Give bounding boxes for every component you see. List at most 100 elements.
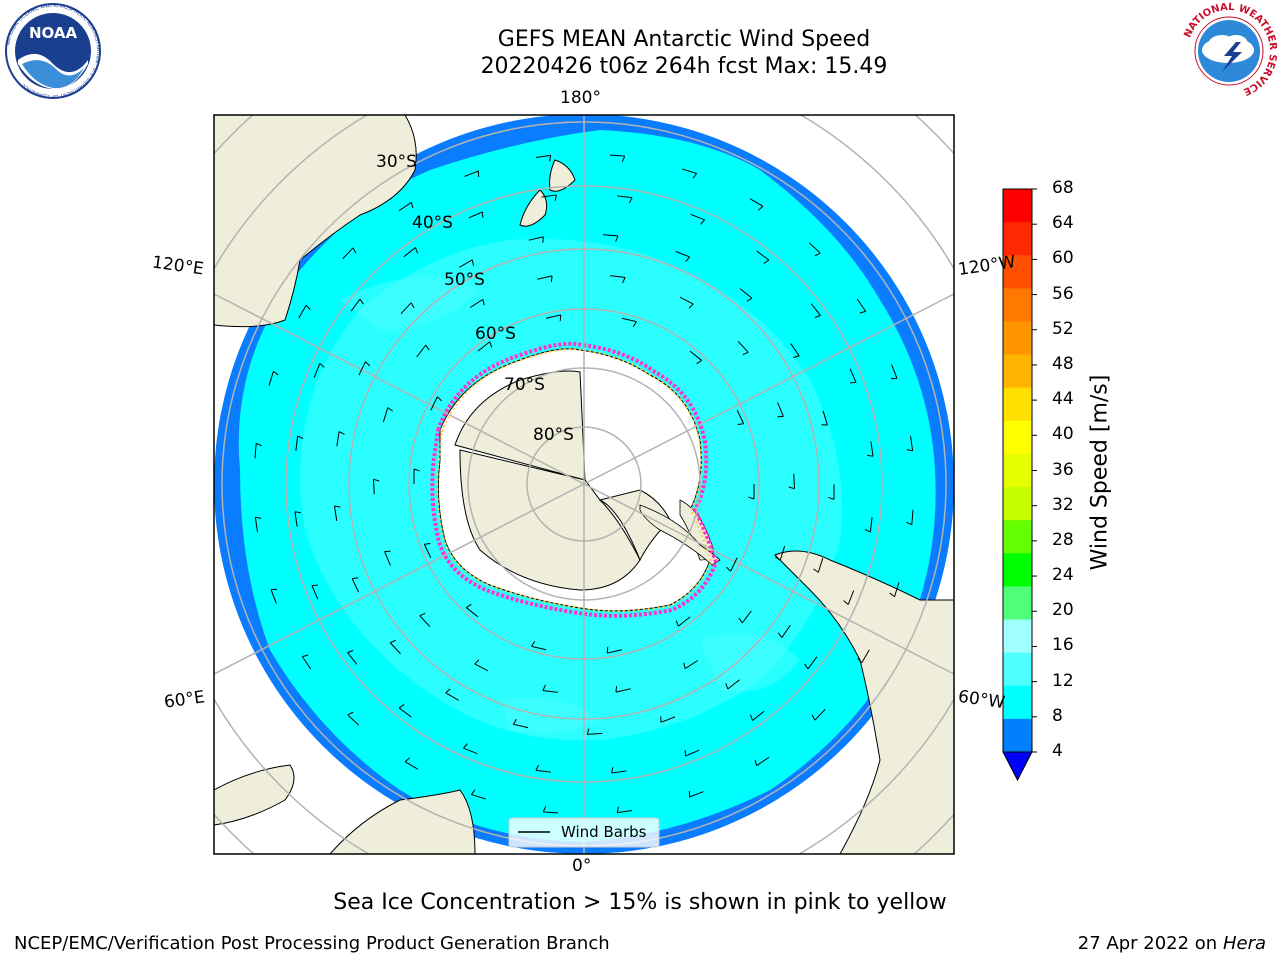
colorbar-segment [1003,222,1032,256]
lat-label-30s: 30°S [376,152,417,172]
wind-barb [301,656,312,670]
colorbar-tick-label: 68 [1052,178,1074,198]
wind-barb [398,707,412,718]
wind-barb [849,368,857,383]
wind-barb-feather [606,647,609,654]
footer-date: 27 Apr 2022 on Hera [1077,933,1266,954]
wind-barb-feather [811,714,816,721]
wind-barb [416,344,427,358]
colorbar-tick-label: 12 [1052,670,1074,691]
wind-barb-feather [742,351,749,356]
wind-barb-feather [482,299,485,306]
wind-barb-feather [390,639,396,644]
wind-barb-feather [804,663,809,670]
wind-barb-feather [616,806,619,813]
wind-barb-feather [586,728,590,735]
wind-barb [689,791,704,798]
colorbar-segment [1003,255,1032,289]
wind-barb-feather [793,355,800,358]
wind-barb [294,511,298,527]
wind-barb [690,213,705,221]
lon-label-180: 180° [560,88,601,108]
wind-barb-feather [629,197,633,204]
wind-barb [790,343,800,357]
wind-barb-feather [373,478,380,482]
wind-barb [861,649,870,664]
wind-barb-feather [466,603,472,608]
wind-barb-feather [775,556,781,561]
colorbar-segment [1003,652,1032,687]
lon-label-0: 0° [572,856,592,876]
colorbar-extend-arrow [1002,751,1033,782]
wind-barb [777,402,784,417]
land-africa [329,789,476,854]
wind-barb-feather [632,321,637,327]
wind-barb-feather [255,516,262,519]
wind-barb [459,259,473,268]
wind-barb [682,168,697,174]
wind-barb [445,692,459,701]
wind-barb [464,170,479,177]
wind-barb [736,410,745,424]
wind-barb [543,811,559,814]
wind-barb [474,663,489,672]
footer-host: Hera [1222,933,1266,954]
wind-barb [254,443,257,459]
lat-label-60s: 60°S [475,324,516,344]
wind-barb-feather [700,219,705,225]
wind-barb-feather [387,407,393,412]
wind-barb-feather [725,683,729,690]
noaa-logo-text: NOAA [29,24,78,42]
colorbar-segment [1003,487,1032,521]
colorbar-tick-label: 16 [1052,635,1074,656]
colorbar-tick-label: 40 [1052,424,1074,445]
wind-barb-feather [415,247,418,254]
wind-barb [336,431,340,447]
wind-barb-feather [843,600,849,605]
wind-barb [609,154,625,157]
footer-credit: NCEP/EMC/Verification Post Processing Pr… [14,933,610,954]
wind-barb-feather [436,396,442,402]
wind-barb [542,689,558,693]
wind-barb [334,505,338,521]
wind-barb [537,275,553,280]
wind-barb [737,340,749,353]
wind-barb [535,769,551,773]
wind-barb-feather [813,568,819,573]
wind-barb-feather [542,236,544,243]
colorbar-tick-label: 48 [1052,353,1074,374]
wind-barb [513,723,529,729]
wind-barb-feather [746,297,753,302]
wind-barb-feather [683,662,686,669]
wind-barb [477,341,491,352]
wind-barb [730,557,738,572]
wind-barb-feather [531,641,536,647]
wind-barb [541,194,557,198]
wind-barb [298,304,307,319]
wind-barb-feather [404,757,410,763]
wind-barb [677,616,691,627]
wind-barb [894,582,900,597]
wind-barb-feather [470,789,476,795]
land-new-zealand [519,159,576,227]
colorbar-segment [1003,453,1032,488]
colorbar-tick-label: 52 [1052,318,1074,339]
wind-barb [347,714,360,726]
wind-barb-feather [410,202,414,209]
wind-barb [810,303,821,316]
wind-barb [382,407,389,423]
wind-barb [268,371,274,386]
colorbar [1002,188,1037,782]
wind-barb [660,716,676,723]
wind-barb-feather [814,315,821,318]
colorbar-segment [1003,586,1032,621]
wind-barb-feather [828,496,835,500]
wind-barb-feather [352,247,357,254]
wind-barb [617,195,633,199]
wind-barb [807,656,818,670]
wind-barb [587,732,603,735]
wind-barb-feather [352,577,359,580]
wind-barb [400,302,412,315]
wind-barb-feather [297,435,304,439]
